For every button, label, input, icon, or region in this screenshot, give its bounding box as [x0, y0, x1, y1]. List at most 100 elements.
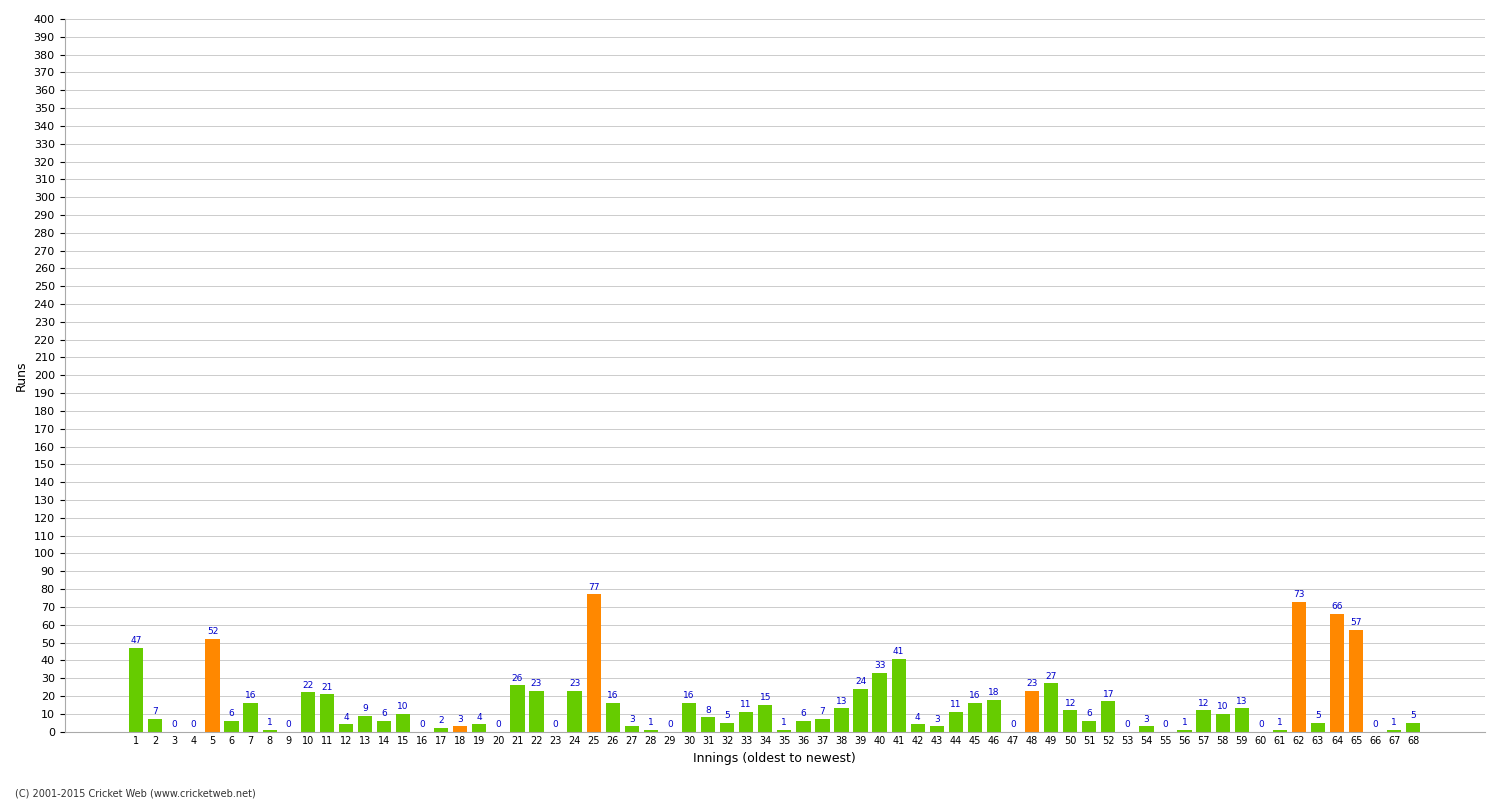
Text: 1: 1 — [1276, 718, 1282, 727]
Bar — [225, 721, 238, 731]
Bar — [586, 594, 602, 731]
Text: 0: 0 — [1372, 720, 1378, 729]
Bar — [834, 709, 849, 731]
Bar — [1178, 730, 1191, 731]
Bar — [339, 725, 352, 731]
Text: 23: 23 — [1026, 679, 1038, 688]
Text: 0: 0 — [286, 720, 291, 729]
Bar — [796, 721, 810, 731]
Bar — [740, 712, 753, 731]
Text: 7: 7 — [153, 707, 158, 717]
Bar — [891, 658, 906, 731]
Bar — [1388, 730, 1401, 731]
Bar — [1311, 722, 1324, 731]
Text: 21: 21 — [321, 682, 333, 691]
Text: 5: 5 — [1316, 711, 1322, 720]
Text: 10: 10 — [1216, 702, 1228, 711]
Text: 26: 26 — [512, 674, 524, 682]
Bar — [206, 639, 219, 731]
Bar — [1292, 602, 1306, 731]
Text: 57: 57 — [1350, 618, 1362, 627]
Bar — [530, 690, 543, 731]
Text: 47: 47 — [130, 636, 142, 645]
Text: 66: 66 — [1332, 602, 1342, 611]
Bar — [606, 703, 619, 731]
Text: 1: 1 — [1392, 718, 1396, 727]
Text: 4: 4 — [344, 713, 348, 722]
Text: 11: 11 — [950, 700, 962, 710]
Bar — [758, 705, 772, 731]
Text: 18: 18 — [988, 688, 999, 697]
Text: 3: 3 — [934, 714, 939, 723]
Text: 10: 10 — [398, 702, 410, 711]
Text: 1: 1 — [267, 718, 273, 727]
Text: 3: 3 — [628, 714, 634, 723]
Text: 33: 33 — [874, 661, 885, 670]
Bar — [148, 719, 162, 731]
Bar — [873, 673, 886, 731]
Text: 11: 11 — [741, 700, 752, 710]
Text: 1: 1 — [648, 718, 654, 727]
Bar — [453, 726, 468, 731]
Bar — [1197, 710, 1210, 731]
Text: 16: 16 — [608, 691, 618, 701]
Text: 7: 7 — [819, 707, 825, 717]
Text: 16: 16 — [244, 691, 256, 701]
Text: 0: 0 — [190, 720, 196, 729]
Bar — [987, 699, 1000, 731]
Bar — [433, 728, 448, 731]
Text: 6: 6 — [801, 710, 806, 718]
Text: 15: 15 — [759, 693, 771, 702]
Bar — [930, 726, 944, 731]
Text: 0: 0 — [171, 720, 177, 729]
Text: 4: 4 — [915, 713, 921, 722]
Text: 0: 0 — [552, 720, 558, 729]
Text: 0: 0 — [1162, 720, 1168, 729]
Text: 17: 17 — [1102, 690, 1114, 698]
Bar — [1215, 714, 1230, 731]
Bar — [816, 719, 830, 731]
Bar — [1082, 721, 1096, 731]
Bar — [682, 703, 696, 731]
Bar — [1330, 614, 1344, 731]
Text: 2: 2 — [438, 716, 444, 726]
Text: 16: 16 — [969, 691, 981, 701]
Text: 12: 12 — [1065, 698, 1076, 707]
Text: 0: 0 — [420, 720, 424, 729]
Bar — [1406, 722, 1420, 731]
Bar — [472, 725, 486, 731]
Text: 8: 8 — [705, 706, 711, 714]
Text: 3: 3 — [1143, 714, 1149, 723]
Text: 3: 3 — [458, 714, 464, 723]
Bar — [968, 703, 982, 731]
Text: 1: 1 — [782, 718, 788, 727]
Text: 23: 23 — [568, 679, 580, 688]
Bar — [1024, 690, 1039, 731]
Text: 0: 0 — [495, 720, 501, 729]
Text: 0: 0 — [1125, 720, 1131, 729]
Bar — [510, 686, 525, 731]
Text: 77: 77 — [588, 582, 600, 592]
Text: 4: 4 — [477, 713, 482, 722]
Bar — [624, 726, 639, 731]
Text: 6: 6 — [381, 710, 387, 718]
Bar — [1272, 730, 1287, 731]
Text: 1: 1 — [1182, 718, 1188, 727]
Text: (C) 2001-2015 Cricket Web (www.cricketweb.net): (C) 2001-2015 Cricket Web (www.cricketwe… — [15, 788, 255, 798]
Bar — [243, 703, 258, 731]
Bar — [644, 730, 658, 731]
Text: 0: 0 — [668, 720, 674, 729]
Bar — [262, 730, 278, 731]
Bar — [300, 692, 315, 731]
Text: 22: 22 — [302, 681, 313, 690]
Text: 6: 6 — [1086, 710, 1092, 718]
Bar — [700, 718, 715, 731]
Bar — [396, 714, 410, 731]
Bar — [320, 694, 334, 731]
Text: 73: 73 — [1293, 590, 1305, 599]
Text: 52: 52 — [207, 627, 218, 636]
Bar — [948, 712, 963, 731]
Y-axis label: Runs: Runs — [15, 360, 28, 390]
Bar — [777, 730, 792, 731]
Bar — [1140, 726, 1154, 731]
